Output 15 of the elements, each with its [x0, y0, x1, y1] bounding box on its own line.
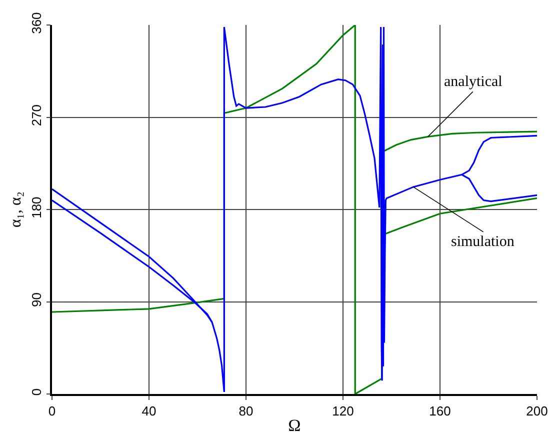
x-tick-label: 0 — [48, 403, 56, 418]
y-tick-label: 270 — [29, 104, 44, 126]
x-tick-label: 80 — [238, 403, 254, 418]
y-tick-label: 90 — [29, 292, 44, 308]
x-tick-label: 40 — [142, 403, 156, 418]
x-tick-label: 160 — [429, 403, 451, 418]
y-tick-label: 360 — [29, 12, 44, 34]
y-tick-label: 180 — [29, 196, 44, 218]
y-tick-label: 0 — [29, 388, 44, 396]
x-tick-label: 200 — [526, 403, 548, 418]
x-axis-title: Ω — [288, 416, 301, 436]
x-tick-label: 120 — [332, 403, 354, 418]
annotation: analytical — [444, 74, 502, 90]
y-axis-title: α₁, α₂ — [7, 192, 24, 228]
annotation: simulation — [451, 234, 515, 250]
